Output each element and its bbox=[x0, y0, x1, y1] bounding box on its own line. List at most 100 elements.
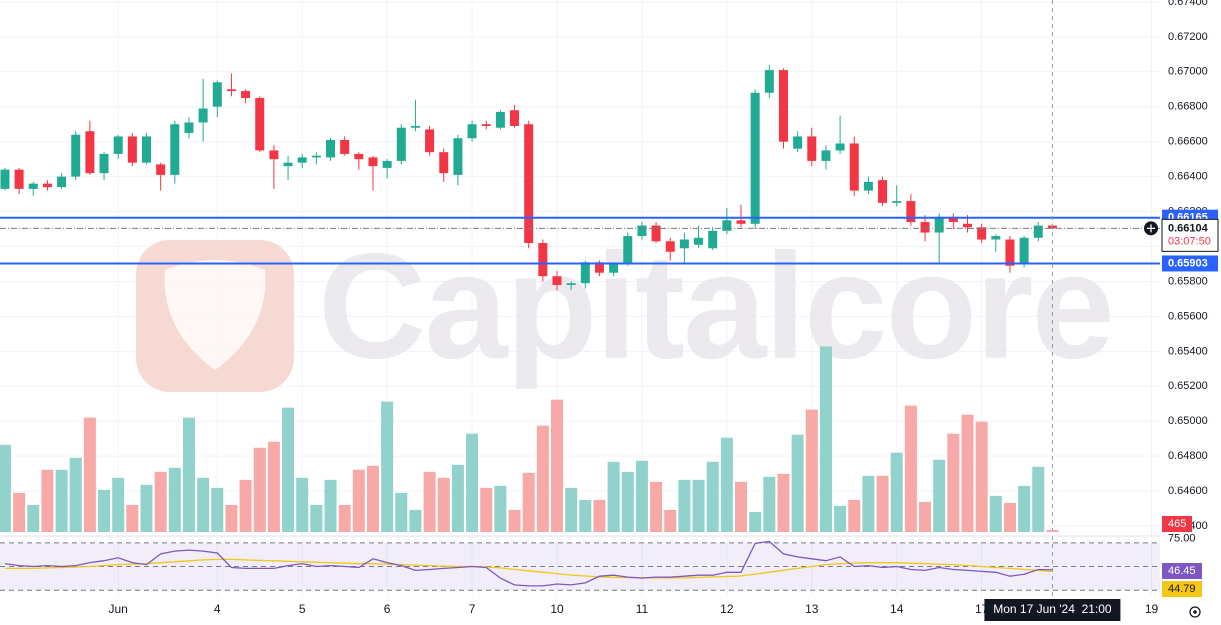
candle-body bbox=[991, 236, 1001, 240]
volume-bar bbox=[225, 504, 238, 532]
x-tick-label: 7 bbox=[469, 602, 476, 616]
y-tick-label: 0.65000 bbox=[1168, 415, 1208, 427]
settings-icon[interactable] bbox=[1189, 606, 1201, 618]
volume-bar bbox=[140, 484, 153, 532]
candle-body bbox=[708, 230, 718, 249]
volume-bar bbox=[338, 504, 351, 532]
rsi-value-label: 46.45 bbox=[1168, 565, 1196, 577]
candle-body bbox=[42, 183, 52, 188]
candle-body bbox=[736, 220, 746, 224]
level-label-box bbox=[1162, 255, 1218, 272]
volume-bar bbox=[126, 504, 139, 532]
candle-body bbox=[637, 225, 647, 237]
volume-bar bbox=[55, 469, 68, 532]
volume-bar bbox=[494, 485, 507, 532]
overlay: 0.67400 0.67200 0.67000 0.66800 0.66600 0.664… bbox=[109, 0, 1219, 621]
candle-body bbox=[679, 239, 689, 249]
volume-bar bbox=[1018, 485, 1031, 532]
x-tick-label: 11 bbox=[636, 602, 649, 616]
candle-body bbox=[99, 153, 109, 174]
volume-bar bbox=[182, 417, 195, 532]
volume-bar bbox=[352, 469, 365, 532]
y-tick-label: 0.65600 bbox=[1168, 310, 1208, 322]
candle-body bbox=[694, 237, 704, 245]
settings-icon-dot bbox=[1193, 610, 1197, 614]
volume-bar bbox=[763, 476, 776, 532]
candle-body bbox=[142, 136, 152, 163]
candle-body bbox=[382, 160, 392, 168]
candle-body bbox=[241, 91, 251, 99]
last-price-label: 0.66104 bbox=[1168, 222, 1209, 234]
rsi-value-box bbox=[1162, 563, 1202, 579]
plot bbox=[0, 0, 1160, 597]
candle-body bbox=[368, 157, 378, 167]
level-label: 0.65903 bbox=[1168, 257, 1208, 269]
candle-body bbox=[906, 201, 916, 223]
x-tick-label: 13 bbox=[805, 602, 819, 616]
candle-body bbox=[609, 263, 619, 273]
candle-body bbox=[1005, 239, 1015, 266]
volume-bar bbox=[749, 511, 762, 532]
candle-body bbox=[651, 225, 661, 242]
x-tick-label: Jun bbox=[109, 602, 128, 616]
rsi-value-box bbox=[1162, 581, 1202, 597]
volume-bar bbox=[565, 487, 578, 532]
candle-body bbox=[566, 283, 576, 285]
candle-body bbox=[283, 162, 293, 167]
volume-bar bbox=[1032, 466, 1045, 532]
candle-body bbox=[977, 227, 987, 240]
candle-body bbox=[510, 110, 520, 126]
y-tick-label: 0.64600 bbox=[1168, 485, 1208, 497]
volume-bar bbox=[579, 499, 592, 532]
volume-bar bbox=[947, 433, 960, 532]
volume-bar bbox=[664, 509, 677, 532]
candle-body bbox=[835, 143, 845, 151]
volume-bar bbox=[267, 441, 280, 532]
candle-body bbox=[665, 241, 675, 252]
volume-bar bbox=[41, 469, 54, 532]
candle-body bbox=[28, 183, 38, 189]
candle-body bbox=[354, 153, 364, 160]
candle-body bbox=[778, 70, 788, 142]
rsi-line bbox=[4, 540, 1053, 587]
volume-bar bbox=[706, 461, 719, 532]
candle-body bbox=[934, 216, 944, 233]
volume-bar bbox=[876, 475, 889, 532]
x-tick-label: 6 bbox=[384, 602, 391, 616]
candle-body bbox=[1033, 225, 1043, 238]
candle-body bbox=[453, 138, 463, 175]
x-tick-label: 5 bbox=[299, 602, 306, 616]
candle-body bbox=[57, 176, 67, 188]
volume-bar bbox=[409, 509, 422, 532]
volume-bar bbox=[1046, 529, 1059, 532]
candle-body bbox=[255, 98, 265, 151]
candle-body bbox=[524, 124, 534, 244]
volume-bar bbox=[834, 505, 847, 532]
x-tick-label: 12 bbox=[720, 602, 734, 616]
volume-bar bbox=[536, 425, 549, 532]
candle-body bbox=[495, 111, 505, 128]
volume-bar bbox=[395, 492, 408, 532]
x-tick-label: 14 bbox=[890, 602, 904, 616]
candle-body bbox=[764, 70, 774, 93]
candle-body bbox=[297, 157, 307, 163]
candle-body bbox=[793, 136, 803, 149]
volume-bar bbox=[168, 467, 181, 532]
watermark-text: Capitalcore bbox=[318, 222, 1113, 390]
volume-bar bbox=[678, 479, 691, 532]
candle-body bbox=[821, 150, 831, 161]
volume-bar bbox=[239, 479, 252, 532]
add-icon bbox=[1147, 224, 1155, 233]
y-tick-label: 0.65800 bbox=[1168, 275, 1208, 287]
candle-body bbox=[170, 124, 180, 175]
volume-bar bbox=[296, 477, 309, 532]
volume-bar bbox=[919, 501, 932, 532]
candle-body bbox=[863, 181, 873, 191]
volume-bar bbox=[735, 481, 748, 532]
volume-bar bbox=[211, 487, 224, 532]
y-tick-label: 0.67400 bbox=[1168, 0, 1208, 8]
volume-bar bbox=[550, 399, 563, 532]
volume-bar bbox=[904, 405, 917, 532]
volume-bar bbox=[13, 492, 26, 532]
volume-bar bbox=[451, 464, 464, 532]
